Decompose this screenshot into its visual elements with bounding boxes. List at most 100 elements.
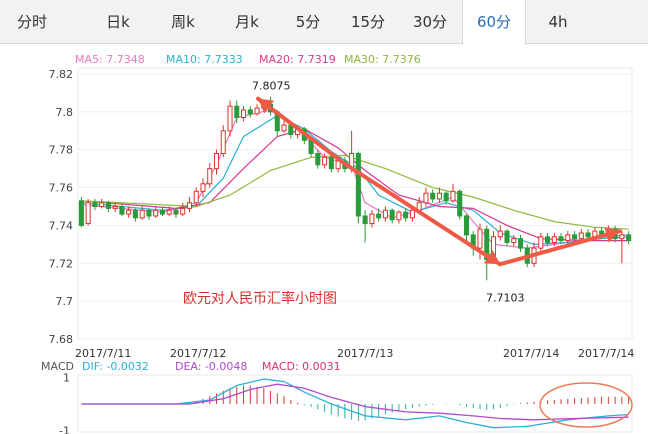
ma-line-ma5 bbox=[81, 109, 629, 249]
ma-line-ma30 bbox=[81, 154, 629, 230]
candle bbox=[463, 214, 470, 243]
trend-arrow-line bbox=[498, 229, 622, 267]
candle bbox=[517, 234, 524, 252]
macd-legend-2: DEA: -0.0048 bbox=[175, 360, 247, 373]
candle bbox=[92, 198, 98, 211]
candle bbox=[382, 206, 388, 222]
candle bbox=[396, 210, 402, 224]
candle bbox=[328, 153, 334, 173]
candle bbox=[254, 104, 260, 116]
candle bbox=[213, 149, 220, 175]
y-tick-label: 7.82 bbox=[49, 68, 74, 81]
candle bbox=[436, 187, 442, 203]
timeframe-tab-bar: 分时 日k 周k 月k 5分 15分 30分 60分 4h bbox=[0, 0, 648, 45]
candle bbox=[545, 233, 551, 247]
price-annotation: 7.7103 bbox=[486, 292, 525, 305]
candle bbox=[105, 200, 111, 213]
x-axis-labels: 2017/7/11 2017/7/12 2017/7/13 2017/7/14 2017… bbox=[75, 347, 634, 360]
candle bbox=[497, 225, 503, 241]
candle bbox=[376, 208, 382, 222]
candle bbox=[369, 210, 375, 228]
candle bbox=[99, 198, 105, 209]
candle bbox=[132, 208, 138, 222]
candle bbox=[504, 229, 510, 247]
candle bbox=[173, 208, 179, 218]
x-tick-label: 2017/7/11 bbox=[75, 347, 131, 360]
y-tick-label: 7.72 bbox=[49, 257, 74, 270]
candle bbox=[450, 183, 456, 203]
macd-panel: 1 -1 bbox=[59, 372, 633, 434]
tab-0[interactable]: 分时 bbox=[16, 13, 47, 31]
candle bbox=[619, 231, 625, 264]
candle bbox=[153, 206, 159, 218]
trend-arrow-line bbox=[256, 96, 347, 166]
candle bbox=[166, 206, 172, 216]
macd-legend: MACD DIF: -0.0032 DEA: -0.0048 MACD: 0.0031 bbox=[41, 360, 341, 373]
trend-arrowhead bbox=[483, 249, 500, 265]
ma-legend-0: MA5: 7.7348 bbox=[75, 53, 145, 66]
candle bbox=[457, 189, 463, 220]
candle bbox=[234, 100, 240, 124]
x-tick-label: 2017/7/14 bbox=[578, 347, 634, 360]
candle bbox=[281, 119, 287, 133]
x-tick-label: 2017/7/12 bbox=[170, 347, 226, 360]
x-tick-label: 2017/7/14 bbox=[503, 347, 559, 360]
y-tick-label: 7.8 bbox=[56, 106, 74, 119]
candle bbox=[551, 233, 557, 247]
candle bbox=[227, 100, 233, 137]
candle bbox=[558, 233, 564, 245]
tab-6[interactable]: 30分 bbox=[412, 13, 448, 31]
candle bbox=[119, 204, 125, 216]
ma-legend-1: MA10: 7.7333 bbox=[166, 53, 243, 66]
ma-line-ma20 bbox=[81, 128, 629, 242]
candle bbox=[220, 125, 226, 158]
candle bbox=[240, 106, 247, 122]
candle bbox=[572, 231, 578, 243]
tab-8[interactable]: 4h bbox=[548, 13, 568, 31]
price-annotation: 7.8075 bbox=[252, 80, 291, 93]
candle bbox=[626, 231, 632, 245]
macd-legend-1: DIF: -0.0032 bbox=[82, 360, 149, 373]
y-tick-label: 7.7 bbox=[56, 295, 74, 308]
tab-5[interactable]: 15分 bbox=[350, 13, 386, 31]
candle bbox=[193, 187, 199, 207]
candle bbox=[362, 210, 368, 243]
tab-2[interactable]: 周k bbox=[171, 13, 195, 31]
candle bbox=[78, 197, 84, 228]
plot-frame bbox=[77, 67, 633, 340]
y-tick-label: 7.76 bbox=[49, 182, 74, 195]
candle bbox=[186, 197, 193, 213]
candle bbox=[112, 202, 118, 213]
candle bbox=[565, 231, 571, 245]
candle bbox=[126, 206, 132, 218]
candle bbox=[139, 206, 145, 220]
ma-legend-2: MA20: 7.7319 bbox=[259, 53, 336, 66]
macd-dea-line bbox=[81, 383, 629, 421]
candle bbox=[180, 202, 186, 216]
candle bbox=[430, 189, 436, 203]
candle bbox=[355, 151, 361, 224]
chart-title: 欧元对人民币汇率小时图 bbox=[183, 290, 337, 307]
candle bbox=[247, 106, 253, 118]
candle bbox=[423, 187, 429, 207]
candle bbox=[538, 233, 544, 252]
price-grid: 7.82 7.8 7.78 7.76 7.74 7.72 7.7 7.68 bbox=[49, 67, 633, 346]
tab-1[interactable]: 日k bbox=[106, 13, 130, 31]
macd-legend-0: MACD bbox=[41, 360, 74, 373]
candle bbox=[200, 178, 206, 198]
candle bbox=[207, 162, 213, 188]
candle bbox=[85, 198, 91, 226]
macd-dif-line bbox=[81, 378, 629, 429]
x-tick-label: 2017/7/13 bbox=[337, 347, 393, 360]
candle bbox=[443, 191, 449, 205]
tab-7[interactable]: 60分 bbox=[462, 0, 526, 45]
candle bbox=[159, 206, 165, 216]
candle bbox=[322, 153, 328, 169]
ma-legend: MA5: 7.7348 MA10: 7.7333 MA20: 7.7319 MA30:… bbox=[75, 53, 421, 66]
macd-y-tick: 1 bbox=[63, 372, 70, 385]
tab-4[interactable]: 5分 bbox=[295, 13, 321, 31]
moving-average-lines bbox=[81, 109, 629, 249]
macd-y-tick: -1 bbox=[59, 424, 70, 434]
tab-3[interactable]: 月k bbox=[235, 13, 259, 31]
